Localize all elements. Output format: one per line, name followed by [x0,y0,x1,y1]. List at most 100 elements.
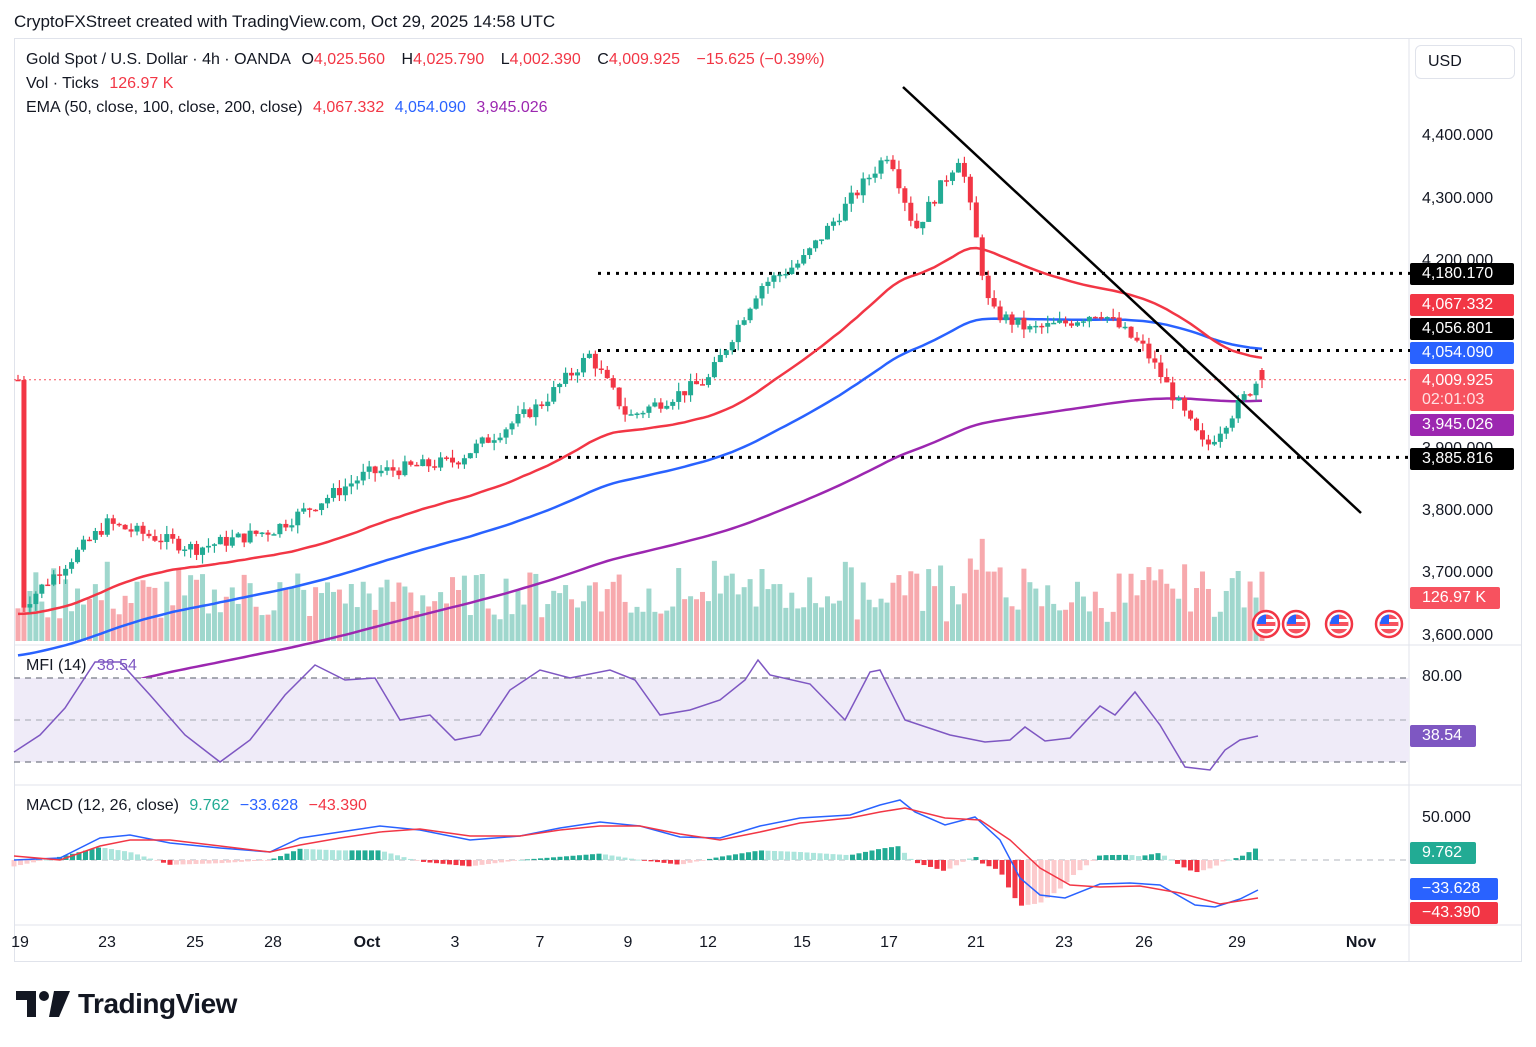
tradingview-logo[interactable]: TradingView [16,988,237,1020]
macd-histogram-bar [245,860,251,862]
macd-histogram-bar [11,860,17,867]
candle-body [80,539,86,550]
candle-body [527,409,533,418]
candle-body [503,429,509,438]
symbol-name[interactable]: Gold Spot / U.S. Dollar · 4h · OANDA [26,51,291,68]
volume-bar [1116,573,1122,641]
volume-bar [664,610,670,641]
candle-body [717,354,723,363]
mfi-label[interactable]: MFI (14) [26,657,87,674]
us-flag-event-icon[interactable] [1374,609,1404,639]
ema200-line [17,397,1263,709]
volume-bar [1069,602,1075,641]
macd-histogram-bar [174,860,179,865]
volume-bar [473,575,479,641]
macd-histogram-bar [733,854,738,860]
candle-body [640,412,646,415]
macd-label[interactable]: MACD (12, 26, close) [26,797,179,814]
candle-body [1074,322,1080,326]
volume-bar [985,571,991,641]
candle-body [1229,418,1235,428]
candle-body [158,540,164,543]
macd-histogram-bar [421,860,426,862]
candle-body [15,379,21,382]
macd-histogram-bar [200,860,205,864]
macd-signal-value: −43.390 [308,797,367,814]
candle-body [319,503,325,510]
candle-body [932,201,938,204]
macd-histogram-bar [1116,854,1122,860]
volume-bar [241,574,247,641]
ema100-tag: 4,054.090 [1410,342,1514,364]
volume-bar [1223,590,1229,641]
candle-body [1003,314,1009,321]
macd-histogram-bar [908,858,914,860]
date-tick: 15 [793,934,811,951]
candle-body [551,387,557,402]
candle-body [1039,325,1045,328]
currency-selector[interactable]: USD [1415,45,1515,79]
price-tick: 3,700.000 [1422,564,1494,581]
volume-bar [729,573,735,641]
candle-body [759,286,765,299]
volume-bar [527,572,533,641]
ema100-line [17,317,1263,657]
candle-body [69,562,75,569]
volume-bar [521,604,527,641]
macd-histogram-bar [336,850,342,860]
us-flag-event-icon[interactable] [1251,609,1281,639]
candle-body [628,414,634,416]
volume-bar [63,579,69,641]
us-flag-event-icon[interactable] [1324,609,1354,639]
macd-histogram-bar [1162,855,1167,860]
macd-histogram-bar [239,860,244,862]
ema50-tag: 4,067.332 [1410,294,1514,316]
volume-bar [926,569,932,641]
candle-body [438,457,444,468]
candle-body [580,357,586,373]
date-tick: 19 [11,934,29,951]
candle-body [616,387,622,407]
candle-body [890,159,896,170]
macd-histogram-bar [830,854,836,860]
volume-bar [92,584,98,641]
price-tick: 4,400.000 [1422,127,1494,144]
candle-body [51,574,57,585]
candle-body [491,440,497,443]
volume-bar [569,599,575,641]
candle-body [1009,314,1015,325]
volume-bar [110,608,116,641]
candle-body [295,511,301,526]
candle-body [408,461,414,465]
candle-body [396,470,402,476]
candle-body [1134,337,1140,341]
candle-body [104,518,110,535]
bar-countdown: 02:01:03 [1422,391,1485,408]
volume-bar [783,607,789,641]
volume-label[interactable]: Vol · Ticks [26,75,99,92]
candle-body [569,372,575,376]
us-flag-event-icon[interactable] [1281,609,1311,639]
volume-bar [628,612,634,641]
macd-histogram-bar [1194,860,1200,873]
macd-histogram-bar [674,860,680,865]
macd-histogram-bar [525,859,530,861]
volume-bar [170,605,176,641]
tradingview-logo-icon [16,991,70,1017]
candle-body [283,523,289,528]
volume-bar [676,568,682,641]
macd-histogram-bar [1058,860,1063,889]
ema-label[interactable]: EMA (50, close, 100, close, 200, close) [26,99,303,116]
volume-bar [836,600,842,641]
volume-bar [277,582,283,641]
macd-histogram-bar [1090,860,1096,861]
volume-bar [342,603,348,641]
macd-histogram-bar [343,850,348,860]
candle-body [944,180,950,182]
macd-histogram-bar [694,860,699,862]
macd-line-value: −33.628 [239,797,299,814]
volume-bar [759,568,765,641]
candle-body [86,539,92,542]
macd-histogram-bar [1142,855,1148,860]
